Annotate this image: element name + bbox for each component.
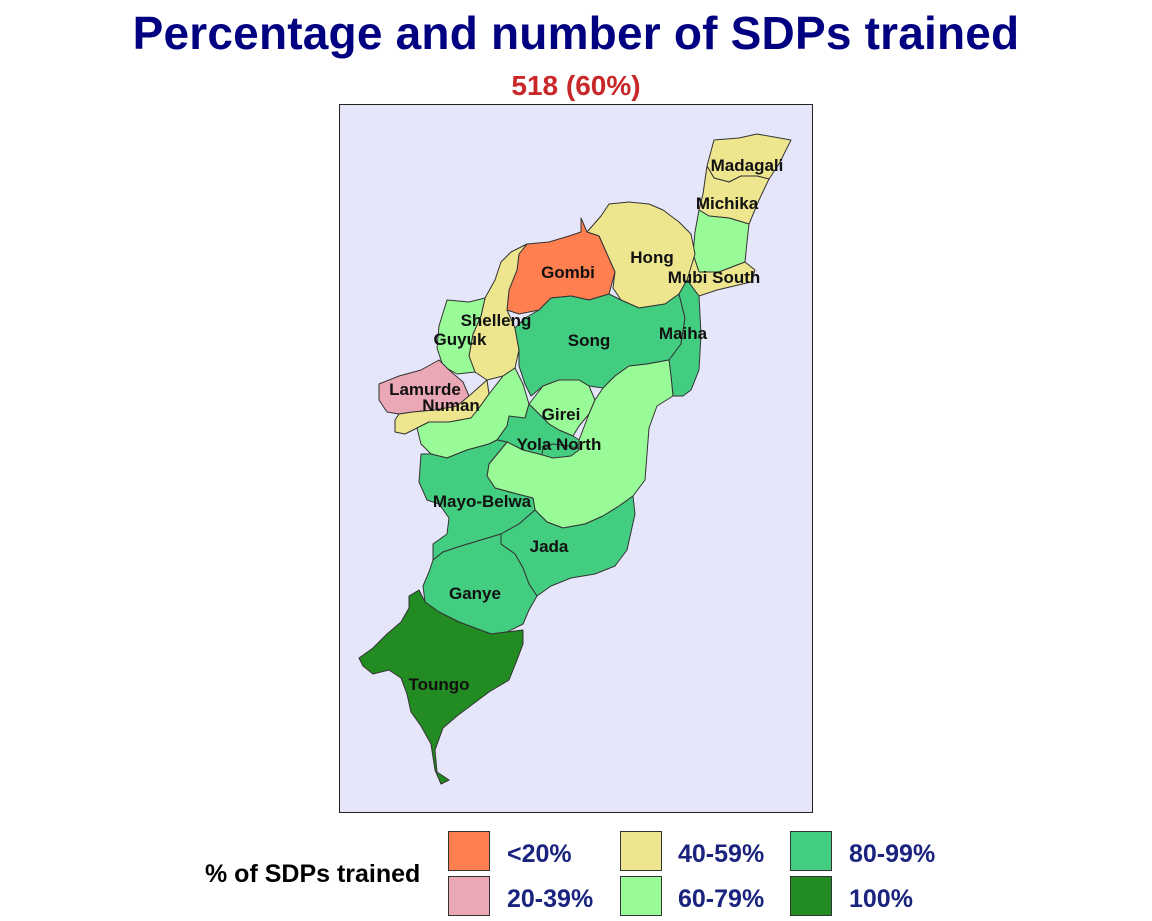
district-label-jada: Jada — [530, 537, 569, 556]
district-label-maiha: Maiha — [659, 324, 708, 343]
choropleth-map: Madagali Michika Hong Mubi South Gombi S… — [339, 104, 813, 813]
district-label-numan: Numan — [422, 396, 480, 415]
district-guyuk[interactable] — [436, 297, 486, 375]
district-label-ganye: Ganye — [449, 584, 501, 603]
district-label-mubi-south: Mubi South — [668, 268, 761, 287]
district-label-toungo: Toungo — [408, 675, 469, 694]
legend-label-20-39: 20-39% — [507, 885, 594, 913]
legend-label-lt20: <20% — [507, 840, 572, 868]
district-toungo[interactable] — [358, 589, 524, 785]
legend-swatch-60-79 — [620, 876, 662, 916]
district-label-hong: Hong — [630, 248, 673, 267]
district-label-song: Song — [568, 331, 611, 350]
district-label-yola-north: Yola North — [517, 435, 602, 454]
legend-label-100: 100% — [849, 885, 913, 913]
legend-swatch-100 — [790, 876, 832, 916]
legend-swatch-40-59 — [620, 831, 662, 871]
legend-swatch-80-99 — [790, 831, 832, 871]
legend-label-60-79: 60-79% — [678, 885, 765, 913]
district-label-michika: Michika — [696, 194, 759, 213]
district-label-lamurde: Lamurde — [389, 380, 461, 399]
map-subtitle: 518 (60%) — [511, 70, 641, 101]
legend-title: % of SDPs trained — [205, 860, 421, 888]
district-label-shelleng: Shelleng — [461, 311, 532, 330]
district-label-girei: Girei — [542, 405, 581, 424]
legend-label-80-99: 80-99% — [849, 840, 936, 868]
district-label-madagali: Madagali — [711, 156, 784, 175]
legend-swatch-20-39 — [448, 876, 490, 916]
district-label-guyuk: Guyuk — [434, 330, 487, 349]
district-label-gombi: Gombi — [541, 263, 595, 282]
map-title: Percentage and number of SDPs trained — [132, 7, 1020, 59]
legend-label-40-59: 40-59% — [678, 840, 765, 868]
legend-swatch-lt20 — [448, 831, 490, 871]
district-label-mayo-belwa: Mayo-Belwa — [433, 492, 532, 511]
